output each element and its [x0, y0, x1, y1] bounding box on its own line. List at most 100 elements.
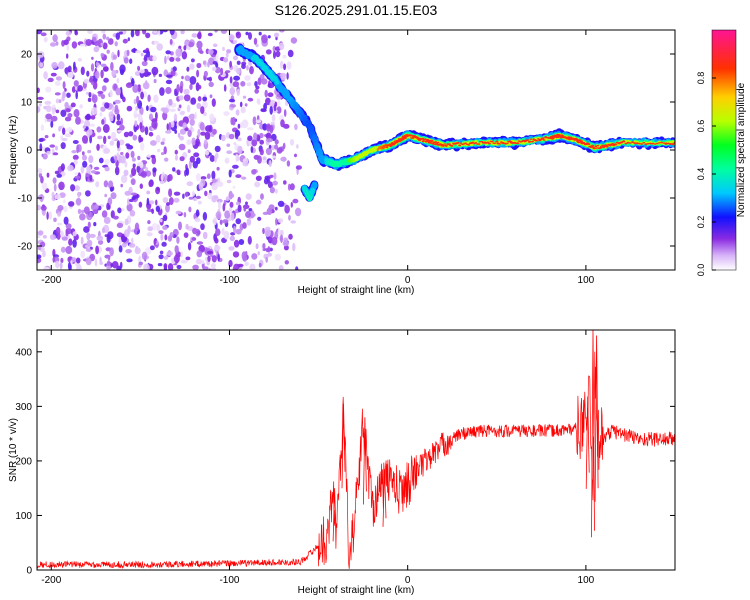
noise-blob	[123, 57, 129, 64]
noise-blob	[150, 106, 157, 113]
noise-blob	[262, 156, 267, 161]
noise-blob	[156, 43, 163, 51]
ridge-cell	[655, 142, 659, 145]
noise-blob	[77, 191, 81, 198]
noise-blob	[58, 61, 65, 70]
noise-blob	[253, 132, 258, 141]
noise-blob	[228, 169, 232, 178]
noise-blob	[213, 217, 217, 226]
ridge-cell	[644, 143, 648, 146]
noise-blob	[148, 180, 153, 187]
noise-blob	[127, 37, 130, 42]
noise-blob	[44, 100, 52, 105]
noise-blob	[184, 75, 191, 82]
noise-blob	[288, 214, 291, 221]
snr-x-tick-label: 0	[405, 575, 411, 586]
noise-blob	[233, 55, 238, 61]
noise-blob	[176, 264, 182, 270]
noise-blob	[80, 250, 86, 259]
noise-blob	[73, 80, 79, 87]
noise-blob	[72, 239, 77, 248]
noise-blob	[137, 87, 142, 93]
noise-blob	[191, 191, 195, 197]
ridge-cell	[542, 139, 546, 141]
snr-y-label: SNR (10 * v/v)	[8, 418, 19, 482]
noise-blob	[75, 262, 81, 267]
noise-blob	[204, 256, 209, 262]
noise-blob	[186, 104, 191, 113]
noise-blob	[68, 201, 75, 207]
noise-blob	[217, 253, 220, 262]
noise-blob	[139, 183, 143, 189]
noise-blob	[180, 110, 185, 115]
noise-blob	[146, 232, 153, 237]
noise-blob	[146, 105, 149, 112]
noise-blob	[246, 218, 252, 226]
noise-blob	[272, 180, 278, 186]
noise-blob	[61, 137, 68, 142]
noise-blob	[214, 245, 221, 251]
noise-blob	[91, 107, 98, 115]
noise-blob	[155, 134, 161, 143]
noise-blob	[266, 138, 273, 143]
noise-blob	[155, 205, 161, 212]
noise-blob	[292, 198, 299, 204]
noise-blob	[74, 172, 79, 176]
ridge-cell	[642, 142, 646, 144]
noise-blob	[187, 149, 191, 154]
ridge-cell	[424, 138, 427, 141]
noise-blob	[131, 237, 134, 244]
noise-blob	[233, 239, 240, 248]
noise-blob	[274, 253, 281, 261]
noise-blob	[169, 30, 175, 36]
noise-blob	[279, 229, 284, 236]
noise-blob	[185, 167, 190, 176]
noise-blob	[233, 75, 241, 81]
colorbar-ticks: 0.0 0.2 0.4 0.6 0.8	[696, 72, 716, 277]
snr-x-tick-label: -100	[219, 575, 239, 586]
noise-blob	[235, 218, 242, 225]
noise-blob	[262, 243, 266, 250]
noise-blob	[265, 147, 272, 156]
noise-blob	[86, 232, 91, 241]
noise-blob	[267, 82, 275, 89]
noise-blob	[103, 77, 109, 83]
ridge-cell	[646, 143, 650, 145]
noise-blob	[269, 186, 275, 194]
ridge-cell	[430, 140, 434, 142]
noise-blob	[290, 37, 298, 44]
noise-blob	[100, 53, 105, 58]
noise-blob	[208, 81, 214, 88]
noise-blob	[131, 167, 137, 177]
noise-blob	[128, 243, 136, 248]
colorbar-tick-label: 0.4	[696, 168, 706, 181]
noise-blob	[259, 139, 265, 145]
noise-blob	[180, 259, 188, 264]
noise-blob	[93, 222, 97, 227]
noise-blob	[196, 62, 202, 69]
ridge-cell	[614, 144, 618, 146]
noise-blob	[207, 255, 211, 262]
noise-blob	[79, 43, 86, 47]
noise-blob	[220, 67, 224, 76]
noise-blob	[110, 192, 117, 200]
noise-blob	[228, 207, 233, 214]
colorbar-tick-label: 0.0	[696, 264, 706, 277]
noise-blob	[57, 205, 64, 211]
noise-blob	[64, 116, 72, 122]
noise-blob	[60, 163, 65, 172]
spectrogram-y-tick-label: 10	[21, 98, 33, 109]
noise-blob	[225, 52, 229, 58]
noise-blob	[60, 246, 66, 253]
ridge-cell	[558, 134, 562, 136]
noise-blob	[137, 115, 143, 123]
noise-blob	[290, 220, 297, 224]
noise-blob	[64, 133, 72, 138]
noise-blob	[196, 69, 200, 78]
noise-blob	[72, 231, 77, 237]
noise-blob	[168, 121, 172, 131]
noise-blob	[46, 150, 51, 155]
noise-blob	[163, 146, 167, 155]
noise-blob	[70, 260, 73, 265]
noise-blob	[252, 213, 256, 217]
